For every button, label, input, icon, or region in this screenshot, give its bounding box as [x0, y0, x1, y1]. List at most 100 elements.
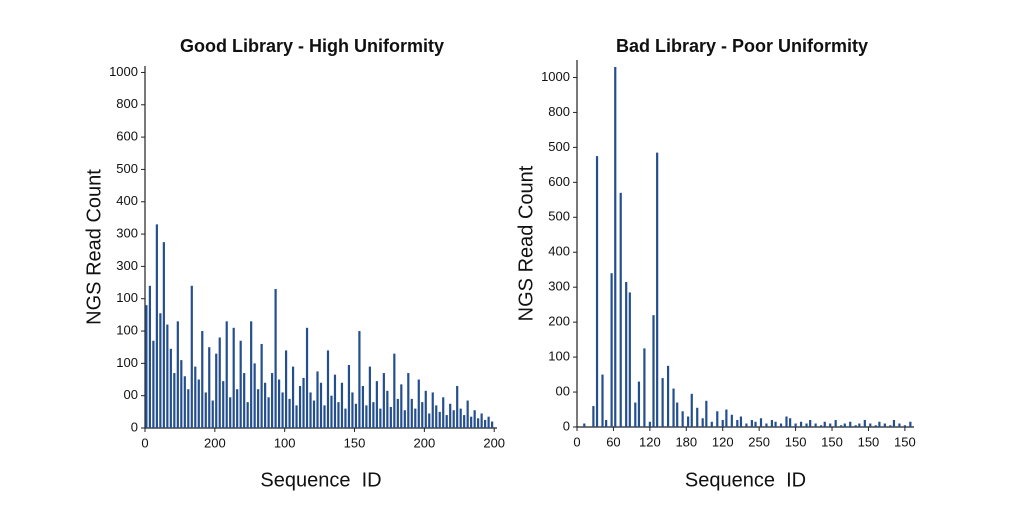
bar: [159, 313, 162, 428]
bar: [232, 327, 235, 428]
y-tick-label: 100: [548, 349, 570, 364]
bar: [759, 418, 763, 427]
x-tick-label: 200: [483, 435, 505, 450]
bar: [428, 413, 431, 428]
bar: [183, 376, 186, 428]
bar: [162, 242, 165, 428]
bar: [592, 406, 595, 427]
bar: [368, 366, 371, 428]
x-tick-label: 150: [821, 434, 843, 449]
bar: [456, 385, 459, 428]
chart-title: Bad Library - Poor Uniformity: [616, 36, 868, 56]
bar: [805, 423, 808, 427]
bar: [347, 364, 351, 428]
bar: [187, 389, 190, 428]
bar: [361, 385, 365, 428]
x-tick-label: 150: [785, 434, 807, 449]
x-axis-label: Sequence ID: [685, 469, 806, 491]
bar: [365, 405, 368, 428]
x-tick-label: 200: [204, 435, 226, 450]
bar: [330, 395, 333, 428]
y-tick-label: 500: [548, 139, 570, 154]
bar: [337, 402, 340, 428]
bar: [789, 418, 792, 427]
bar: [696, 407, 699, 427]
bar: [834, 420, 837, 427]
bar: [354, 403, 358, 428]
bar: [257, 389, 260, 428]
x-tick-label: 0: [573, 434, 580, 449]
bar: [166, 324, 169, 428]
bar: [246, 402, 249, 428]
y-tick-label: 100: [116, 290, 138, 305]
x-tick-label: 120: [712, 434, 734, 449]
bar: [236, 389, 239, 428]
bar: [656, 152, 659, 427]
bar: [814, 423, 817, 427]
bar: [274, 289, 277, 428]
bar: [823, 421, 826, 427]
bar: [614, 66, 617, 427]
bar: [445, 415, 448, 428]
bar: [407, 373, 410, 428]
bar: [403, 410, 406, 428]
bar: [909, 421, 912, 427]
bar: [470, 416, 473, 428]
bar: [393, 353, 396, 428]
bar: [730, 414, 733, 427]
x-tick-label: 150: [894, 434, 916, 449]
bar: [319, 382, 323, 428]
y-tick-label: 400: [116, 193, 138, 208]
bar: [491, 421, 494, 428]
bar: [625, 281, 628, 427]
bar: [382, 373, 385, 428]
bar: [302, 377, 305, 428]
bar: [628, 292, 631, 427]
bar: [739, 416, 743, 427]
bar: [243, 373, 246, 428]
bar: [721, 420, 724, 427]
y-tick-label: 1000: [541, 69, 570, 84]
bar: [194, 366, 197, 428]
bar: [779, 423, 783, 427]
bar: [271, 373, 274, 428]
bar: [267, 397, 270, 428]
bar: [155, 224, 158, 428]
bar: [459, 408, 462, 428]
bar: [666, 365, 670, 427]
bar: [829, 423, 832, 427]
bar: [351, 392, 354, 428]
y-tick-label: 00: [124, 387, 138, 402]
bar: [222, 381, 225, 428]
bar: [152, 340, 155, 428]
bar: [295, 405, 298, 428]
bar: [218, 337, 221, 428]
bar: [309, 392, 312, 428]
bar: [878, 421, 881, 427]
bar: [414, 408, 417, 428]
bar: [774, 421, 777, 427]
bar: [396, 398, 399, 428]
bar: [215, 353, 218, 428]
bar: [389, 406, 392, 428]
bar: [889, 425, 892, 427]
bar: [173, 373, 176, 428]
bar: [435, 405, 438, 428]
bar: [424, 390, 427, 428]
bar: [176, 321, 179, 428]
x-tick-label: 150: [858, 434, 880, 449]
bar: [358, 331, 361, 428]
x-tick-label: 250: [748, 434, 770, 449]
bar: [898, 423, 901, 427]
y-tick-label: 400: [548, 244, 570, 259]
bar: [340, 382, 344, 428]
bar: [410, 398, 413, 428]
x-tick-label: 200: [414, 435, 436, 450]
bar: [676, 402, 679, 427]
bar: [809, 420, 812, 427]
bar: [333, 374, 337, 428]
bar: [291, 366, 295, 428]
bar: [799, 421, 803, 427]
bar: [716, 411, 719, 427]
bar: [637, 381, 641, 427]
